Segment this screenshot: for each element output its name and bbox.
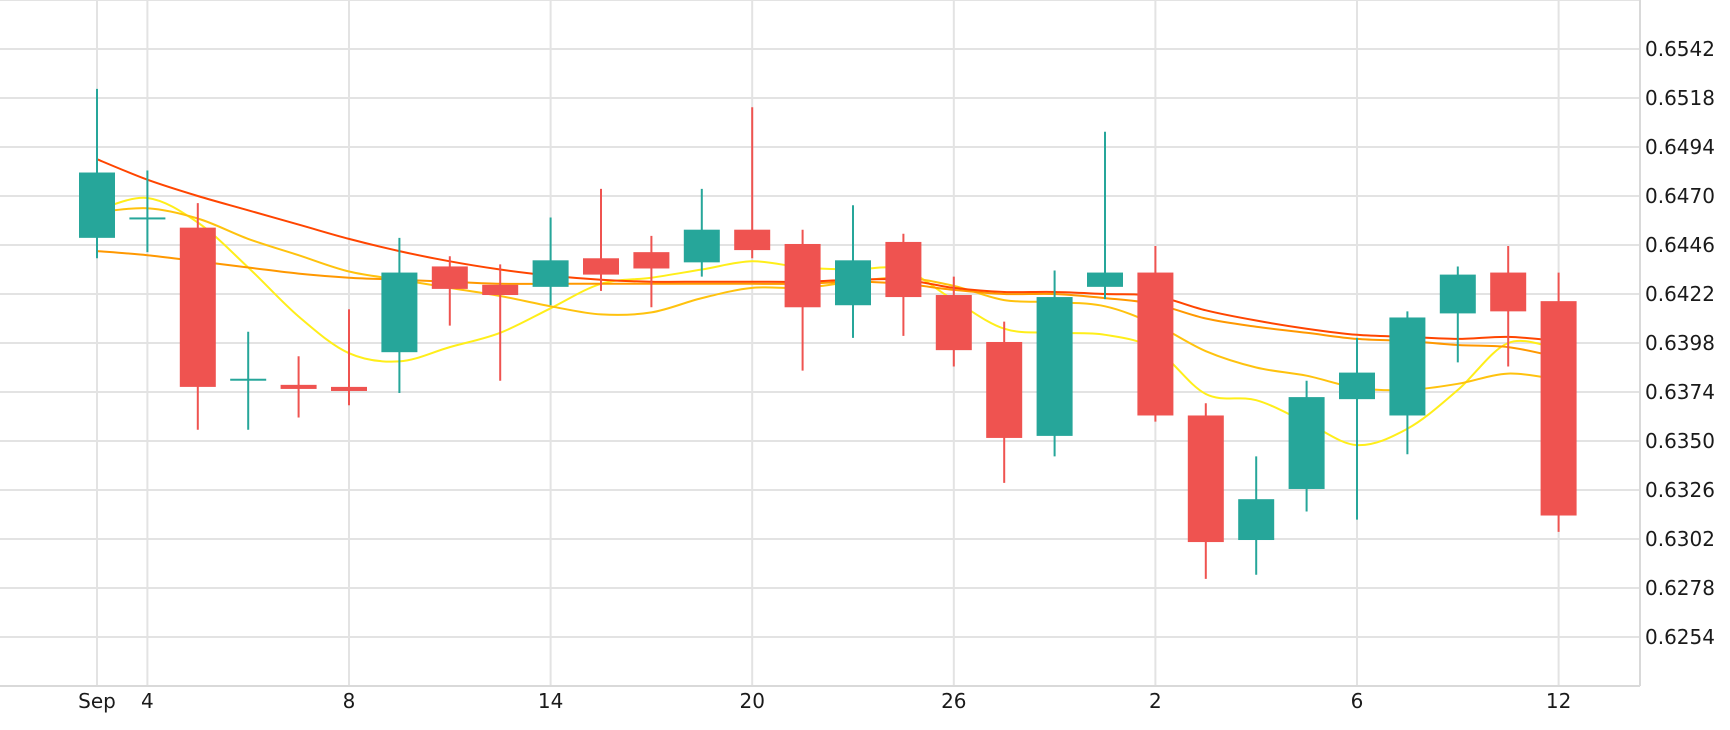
moving-average-line-4 bbox=[96, 158, 1559, 342]
candle-body bbox=[1439, 274, 1476, 314]
candle-body bbox=[331, 386, 367, 391]
candle bbox=[482, 264, 519, 381]
candle-body bbox=[986, 341, 1023, 438]
candle-body bbox=[734, 229, 771, 251]
x-tick-label: 12 bbox=[1546, 689, 1571, 713]
candle bbox=[885, 233, 922, 336]
candle bbox=[935, 276, 972, 367]
candle-body bbox=[1389, 317, 1426, 416]
candle-body bbox=[1187, 415, 1224, 543]
moving-average-line-3 bbox=[96, 250, 1559, 359]
candle-body bbox=[1288, 397, 1325, 489]
y-tick-label: 0.6470 bbox=[1645, 184, 1715, 208]
candle-body bbox=[784, 243, 821, 308]
moving-average-line-2 bbox=[96, 207, 1559, 392]
x-tick-label: 26 bbox=[941, 689, 966, 713]
candle-body bbox=[482, 284, 519, 296]
y-tick-label: 0.6494 bbox=[1645, 135, 1715, 159]
candle bbox=[986, 321, 1023, 483]
y-tick-label: 0.6278 bbox=[1645, 576, 1715, 600]
candle-body bbox=[230, 378, 267, 381]
y-tick-label: 0.6518 bbox=[1645, 86, 1715, 110]
candle bbox=[1540, 272, 1577, 532]
candle bbox=[431, 256, 468, 326]
y-tick-label: 0.6374 bbox=[1645, 380, 1715, 404]
candle bbox=[1288, 380, 1325, 512]
y-tick-label: 0.6350 bbox=[1645, 429, 1715, 453]
candle bbox=[331, 309, 367, 406]
y-tick-label: 0.6326 bbox=[1645, 478, 1715, 502]
candle bbox=[633, 235, 670, 308]
x-tick-label: 4 bbox=[141, 689, 154, 713]
candle-body bbox=[885, 241, 922, 298]
candle bbox=[784, 229, 821, 371]
candle bbox=[532, 217, 569, 306]
candle-body bbox=[1238, 499, 1275, 541]
y-tick-label: 0.6446 bbox=[1645, 233, 1715, 257]
x-tick-label: 6 bbox=[1351, 689, 1364, 713]
y-tick-label: 0.6254 bbox=[1645, 625, 1715, 649]
candle-body bbox=[835, 260, 871, 306]
candle-body bbox=[79, 172, 115, 238]
candle-body bbox=[683, 229, 720, 263]
candle-body bbox=[129, 217, 166, 220]
horizontal-gridlines bbox=[0, 0, 1640, 638]
candle bbox=[129, 170, 166, 253]
candle-body bbox=[179, 227, 216, 387]
x-tick-label: 14 bbox=[538, 689, 563, 713]
candle-body bbox=[1137, 272, 1174, 416]
candle-body bbox=[1036, 297, 1073, 436]
candle bbox=[835, 205, 871, 338]
candle bbox=[1137, 246, 1174, 422]
moving-average-line-1 bbox=[96, 196, 1559, 447]
candle-body bbox=[633, 252, 670, 269]
candle bbox=[1238, 456, 1275, 575]
candle-body bbox=[1540, 301, 1577, 516]
candle bbox=[1187, 403, 1224, 579]
candle-body bbox=[1087, 272, 1123, 287]
candle bbox=[280, 356, 317, 418]
candle-body bbox=[1339, 372, 1375, 400]
candle-body bbox=[431, 266, 468, 289]
y-tick-label: 0.6302 bbox=[1645, 527, 1715, 551]
candle bbox=[734, 107, 771, 259]
candle-body bbox=[583, 258, 619, 275]
candle-body bbox=[280, 384, 317, 389]
candle bbox=[230, 331, 267, 430]
x-tick-label: 8 bbox=[343, 689, 356, 713]
candle bbox=[683, 188, 720, 277]
candles bbox=[79, 88, 1577, 579]
x-tick-label: Sep bbox=[78, 689, 116, 713]
y-tick-label: 0.6542 bbox=[1645, 37, 1715, 61]
candle-body bbox=[532, 260, 569, 287]
candle bbox=[179, 203, 216, 430]
y-tick-label: 0.6398 bbox=[1645, 331, 1715, 355]
candle bbox=[1389, 311, 1426, 455]
candle-body bbox=[935, 295, 972, 351]
candle bbox=[1339, 337, 1375, 520]
x-tick-label: 20 bbox=[739, 689, 764, 713]
candle bbox=[1087, 131, 1123, 300]
y-axis-labels: 0.6254 0.6278 0.6302 0.6326 0.6350 0.6374 0.63… bbox=[1645, 37, 1715, 649]
candle bbox=[583, 188, 619, 291]
x-axis-labels: Sep 4 8 14 20 26 2 6 12 bbox=[78, 689, 1571, 713]
candle-body bbox=[381, 272, 418, 353]
candle-body bbox=[1490, 272, 1527, 312]
candle bbox=[381, 237, 418, 394]
x-tick-label: 2 bbox=[1149, 689, 1162, 713]
moving-average-lines bbox=[96, 158, 1559, 447]
y-tick-label: 0.6422 bbox=[1645, 282, 1715, 306]
candle bbox=[79, 88, 115, 259]
candle bbox=[1490, 246, 1527, 367]
candle bbox=[1036, 270, 1073, 457]
candle bbox=[1439, 266, 1476, 363]
